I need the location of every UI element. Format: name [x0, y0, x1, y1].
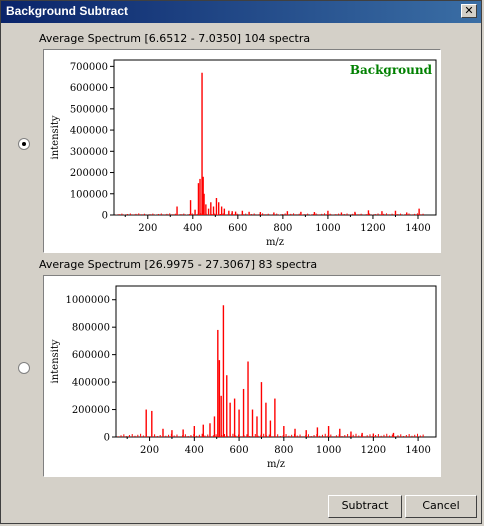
y-tick-label: 1000000	[65, 295, 110, 306]
x-tick-label: 400	[185, 445, 204, 456]
cancel-button[interactable]: Cancel	[405, 495, 477, 518]
y-tick-label: 500000	[70, 104, 108, 115]
x-tick-label: 800	[273, 223, 292, 234]
x-tick-label: 1000	[316, 445, 341, 456]
spectrum-1-chart: 200 400 600 800 1000 1200 1400 0 100000 200000 300…	[50, 59, 437, 248]
y-tick-label: 0	[104, 433, 110, 444]
x-tick-label: 1400	[405, 445, 430, 456]
x-tick-label: 1200	[361, 445, 386, 456]
y-tick-label: 800000	[72, 323, 110, 334]
x-tick-label: 1000	[315, 223, 340, 234]
x-tick-label: 600	[230, 445, 249, 456]
y-tick-label: 300000	[70, 147, 108, 158]
close-icon: ✕	[464, 4, 474, 17]
spectrum-2-radio[interactable]	[18, 362, 30, 374]
x-tick-label: 1200	[360, 223, 385, 234]
x-tick-label: 1400	[405, 223, 430, 234]
x-axis-label: m/z	[266, 237, 284, 248]
radio-selected-dot	[22, 142, 26, 146]
spectrum-2-plot[interactable]: 200 400 600 800 1000 1200 1400 0 200000 400000 600…	[43, 275, 441, 477]
x-tick-label: 200	[140, 445, 159, 456]
x-tick-label: 800	[274, 445, 293, 456]
x-tick-label: 200	[138, 223, 157, 234]
spectrum-2-label: Average Spectrum [26.9975 - 27.3067] 83 …	[39, 258, 318, 271]
subtract-button[interactable]: Subtract	[328, 495, 402, 518]
spectrum-1-radio[interactable]	[18, 138, 30, 150]
plot-area	[115, 285, 437, 438]
y-tick-label: 400000	[72, 378, 110, 389]
spectrum-1-plot[interactable]: 200 400 600 800 1000 1200 1400 0 100000 200000 300…	[43, 49, 441, 253]
close-button[interactable]: ✕	[461, 4, 477, 18]
y-tick-label: 600000	[70, 83, 108, 94]
window-title: Background Subtract	[6, 4, 129, 18]
x-tick-label: 600	[228, 223, 247, 234]
y-tick-label: 400000	[70, 126, 108, 137]
title-bar[interactable]: Background Subtract ✕	[1, 1, 481, 23]
y-tick-label: 700000	[70, 62, 108, 73]
plot-area	[113, 59, 437, 216]
spectrum-1-label: Average Spectrum [6.6512 - 7.0350] 104 s…	[39, 32, 311, 45]
x-axis-label: m/z	[267, 459, 285, 470]
y-tick-label: 200000	[70, 168, 108, 179]
background-annotation: Background	[350, 63, 433, 77]
y-tick-label: 200000	[72, 405, 110, 416]
y-tick-label: 100000	[70, 189, 108, 200]
x-tick-label: 400	[183, 223, 202, 234]
y-axis-label: intensity	[50, 115, 61, 159]
y-tick-label: 0	[102, 211, 108, 222]
y-tick-label: 600000	[72, 350, 110, 361]
spectrum-2-chart: 200 400 600 800 1000 1200 1400 0 200000 400000 600…	[50, 285, 437, 470]
y-axis-label: intensity	[50, 339, 61, 383]
